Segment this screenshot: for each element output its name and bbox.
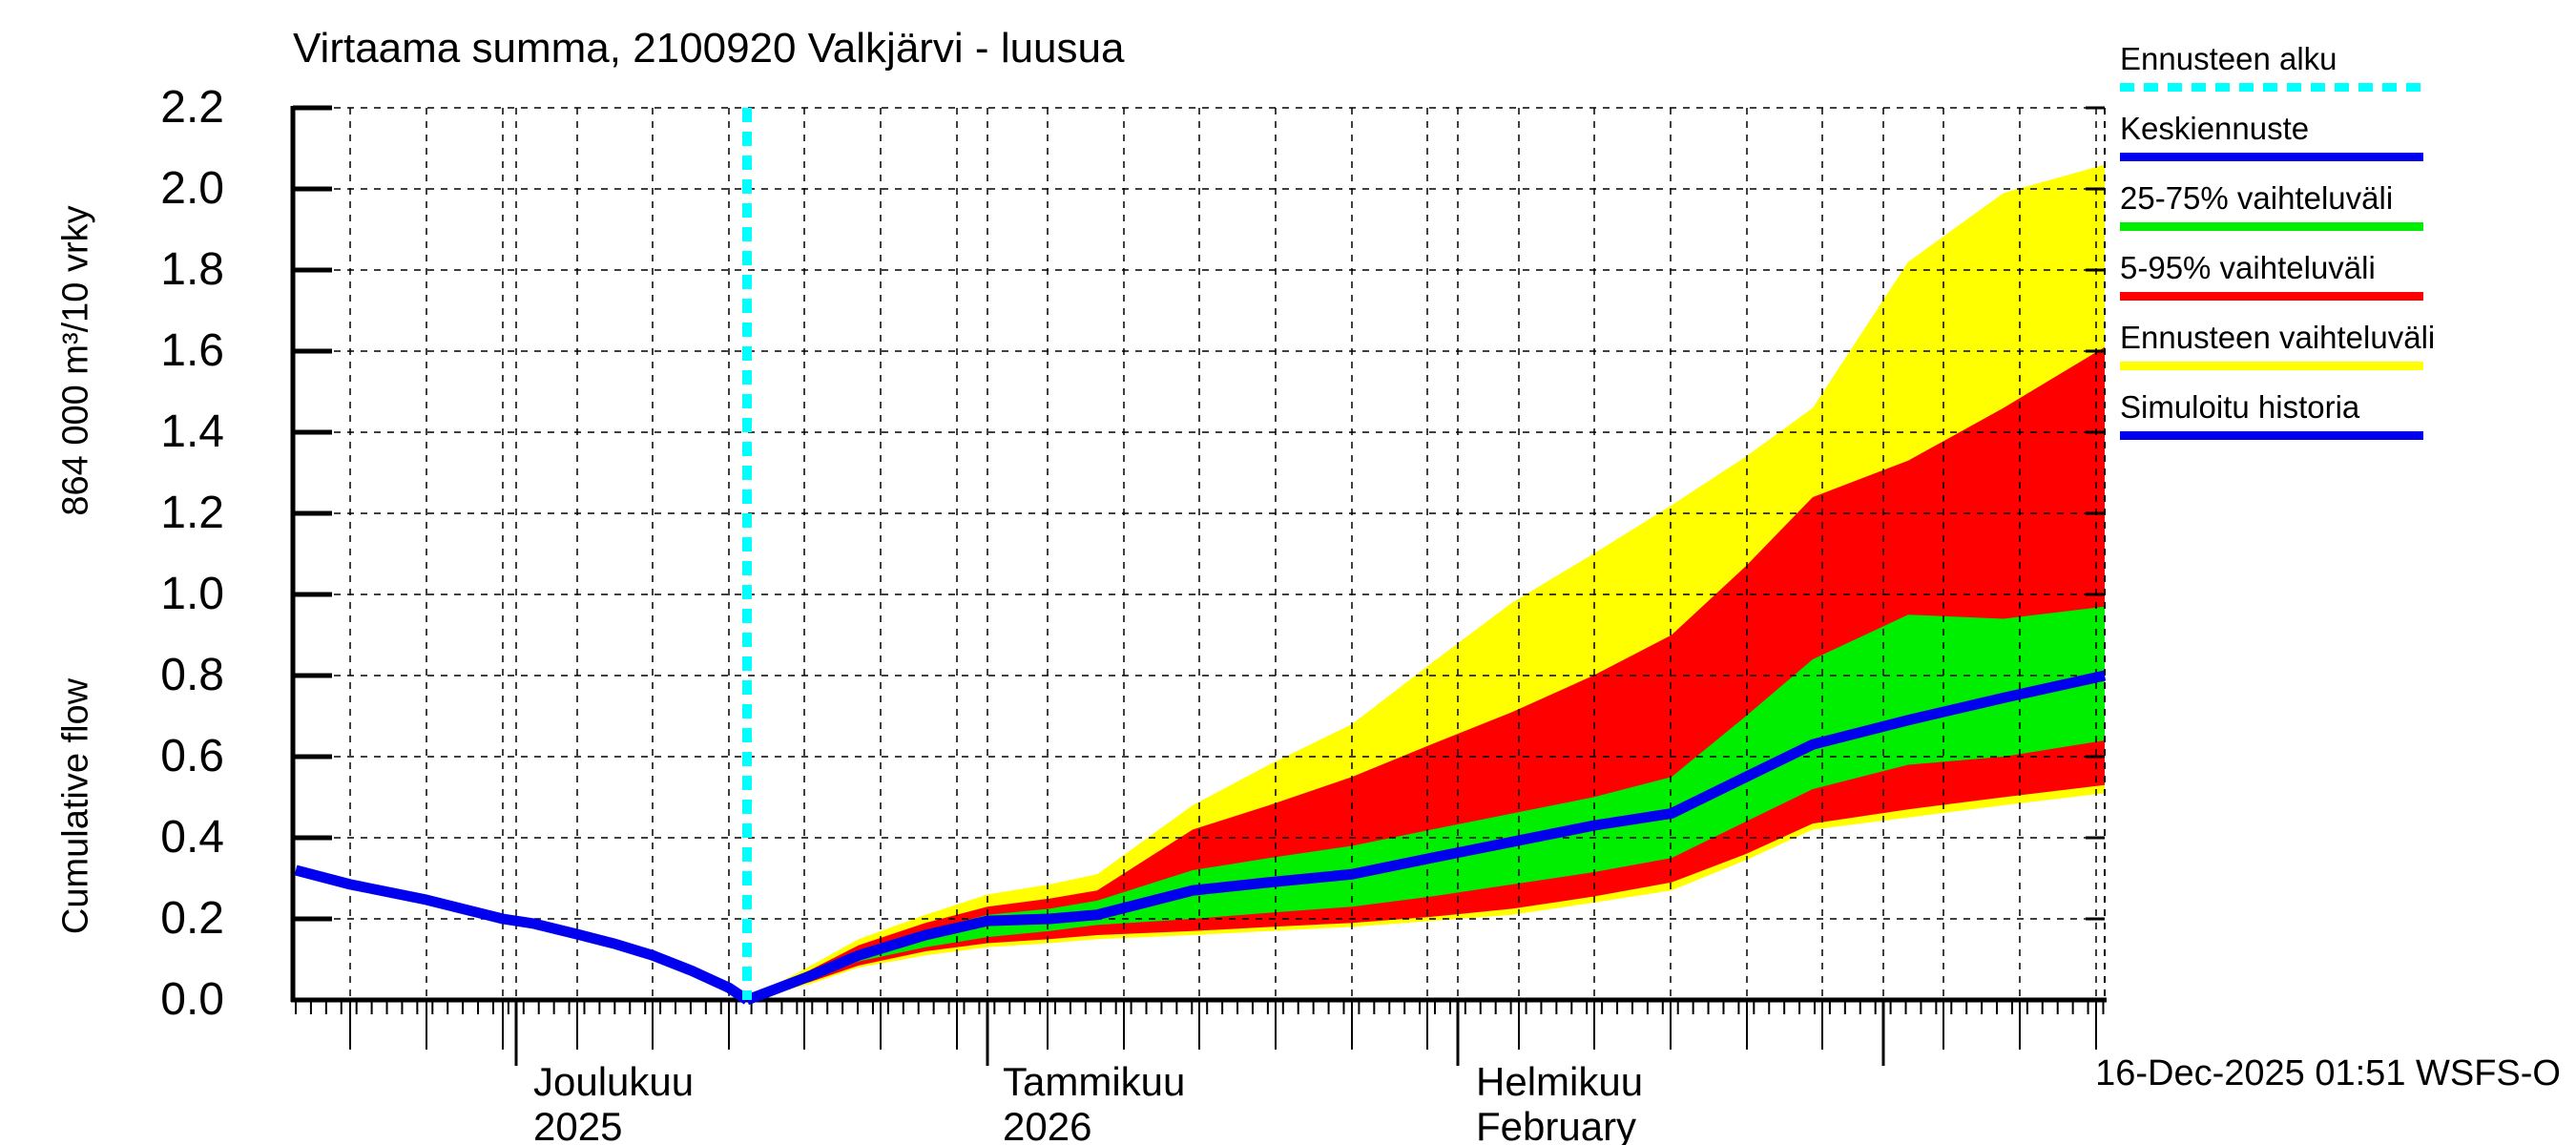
y-tick-label: 1.6 — [160, 325, 224, 376]
y-tick-label: 0.6 — [160, 731, 224, 781]
y-tick-label: 1.8 — [160, 244, 224, 295]
blue-line-swatch — [2120, 153, 2423, 161]
y-tick-label: 2.2 — [160, 82, 224, 133]
y-tick-label: 1.0 — [160, 569, 224, 619]
legend-label: 5-95% vaihteluväli — [2120, 250, 2376, 285]
month-name: Joulukuu — [533, 1059, 695, 1104]
month-name: Tammikuu — [1003, 1059, 1186, 1104]
legend-item-25-75-range: 25-75% vaihteluväli — [2120, 179, 2435, 231]
y-tick-label: 0.2 — [160, 893, 224, 944]
footer-timestamp: 16-Dec-2025 01:51 WSFS-O — [2095, 1053, 2561, 1093]
month-sub: February — [1476, 1104, 1637, 1145]
green-line-swatch — [2120, 222, 2423, 231]
yellow-line-swatch — [2120, 362, 2423, 370]
legend-label: Ennusteen alku — [2120, 41, 2337, 76]
legend-label: 25-75% vaihteluväli — [2120, 180, 2394, 216]
legend-item-median-forecast: Keskiennuste — [2120, 110, 2435, 161]
legend-item-forecast-start: Ennusteen alku — [2120, 40, 2435, 92]
cyan-dashed-line-swatch — [2120, 83, 2423, 92]
legend-label: Simuloitu historia — [2120, 389, 2360, 425]
legend-label: Keskiennuste — [2120, 111, 2310, 146]
y-tick-label: 2.0 — [160, 163, 224, 214]
y-tick-label: 0.0 — [160, 974, 224, 1025]
x-month-label-february: Helmikuu February — [1476, 1059, 1643, 1145]
page-title: Virtaama summa, 2100920 Valkjärvi - luus… — [293, 25, 1125, 72]
y-tick-label: 1.4 — [160, 406, 224, 457]
y-tick-label: 0.8 — [160, 650, 224, 700]
month-name: Helmikuu — [1476, 1059, 1644, 1104]
blue-line-swatch — [2120, 431, 2423, 440]
red-line-swatch — [2120, 292, 2423, 301]
x-month-label-december: Joulukuu 2025 — [533, 1059, 694, 1145]
legend-item-simulated-history: Simuloitu historia — [2120, 388, 2435, 440]
legend-label: Ennusteen vaihteluväli — [2120, 320, 2436, 355]
month-sub: 2025 — [533, 1104, 623, 1145]
y-tick-label: 0.4 — [160, 812, 224, 863]
x-month-label-january: Tammikuu 2026 — [1003, 1059, 1185, 1145]
legend-item-forecast-range: Ennusteen vaihteluväli — [2120, 319, 2435, 370]
month-sub: 2026 — [1003, 1104, 1092, 1145]
y-tick-label: 1.2 — [160, 488, 224, 538]
legend: Ennusteen alku Keskiennuste 25-75% vaiht… — [2120, 40, 2435, 458]
legend-item-5-95-range: 5-95% vaihteluväli — [2120, 249, 2435, 301]
